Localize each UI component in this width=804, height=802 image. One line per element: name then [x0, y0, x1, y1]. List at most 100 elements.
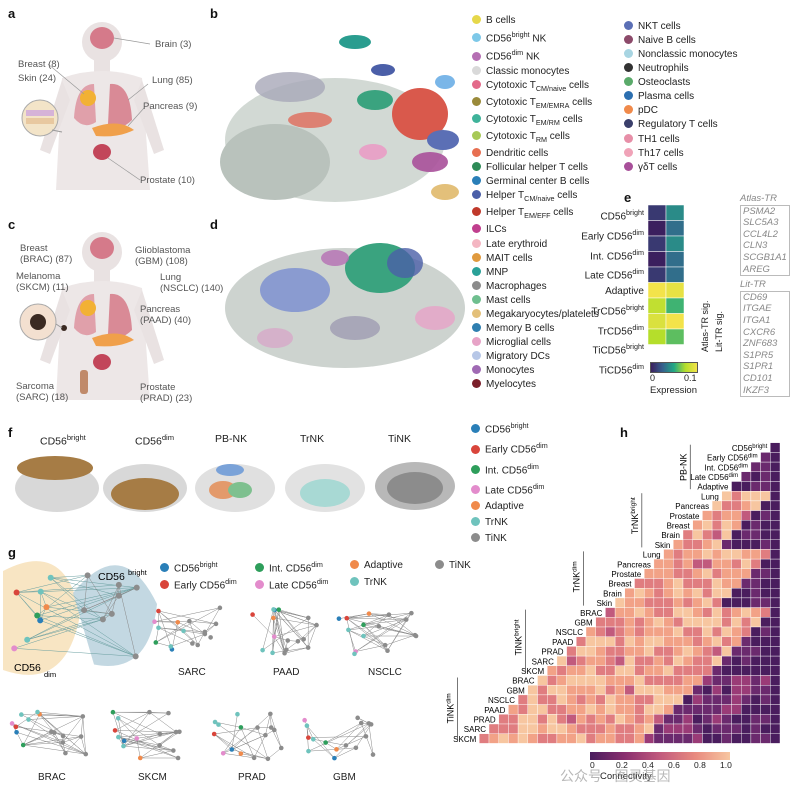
connectivity-cell	[731, 723, 742, 734]
connectivity-cell	[576, 665, 587, 676]
connectivity-cell	[702, 549, 713, 560]
legend-dot	[624, 77, 633, 87]
network-node	[270, 650, 275, 656]
connectivity-cell	[721, 549, 732, 560]
connectivity-cell	[673, 617, 684, 628]
connectivity-cell	[663, 636, 674, 647]
connectivity-cell	[702, 626, 713, 637]
connectivity-cell	[682, 685, 693, 696]
legend-dot	[471, 517, 480, 527]
connectivity-cell	[750, 461, 761, 472]
connectivity-cell	[595, 714, 606, 725]
connectivity-cell	[643, 626, 655, 637]
connectivity-cell	[770, 704, 781, 715]
connectivity-cell	[663, 694, 674, 705]
connectivity-cell	[721, 626, 732, 637]
connectivity-cell	[663, 714, 674, 725]
connectivity-cell	[508, 704, 519, 715]
connectivity-cell	[760, 646, 771, 657]
connectivity-cell	[770, 520, 781, 531]
network-node	[306, 735, 311, 740]
connectivity-cell	[595, 665, 606, 676]
legend-item: Late CD56dim	[255, 577, 328, 591]
tissue-pancreas: Pancreas (9)	[143, 101, 198, 112]
connectivity-cell	[624, 723, 635, 734]
connectivity-cell	[605, 607, 616, 618]
legend-item: Int. CD56dim	[255, 560, 323, 574]
connectivity-cell	[537, 675, 548, 686]
connectivity-cell	[741, 490, 752, 502]
colorbar-tick: 0.6	[668, 760, 680, 770]
connectivity-cell	[643, 617, 655, 628]
connectivity-cell	[537, 733, 548, 744]
connectivity-cell	[721, 655, 732, 667]
connectivity-cell	[702, 597, 713, 608]
panel-e-col-lit: Lit-TR sig.	[714, 310, 724, 352]
connectivity-cell	[702, 578, 713, 589]
network-node	[78, 734, 84, 739]
connectivity-cell	[750, 520, 761, 531]
panel-e-row-label: CD56bright	[600, 208, 644, 223]
connectivity-cell	[750, 646, 761, 657]
connectivity-cell	[682, 704, 693, 715]
network-node	[133, 584, 140, 591]
connectivity-cell	[741, 626, 752, 637]
legend-item: Int. CD56dim	[471, 459, 548, 479]
legend-b-col1: B cells CD56bright NK CD56dim NK Classic mo…	[472, 14, 599, 392]
network-graph	[302, 715, 376, 761]
legend-item: Osteoclasts	[624, 76, 737, 90]
network-node	[211, 731, 217, 737]
legend-dot	[472, 148, 481, 158]
connectivity-cell	[673, 568, 684, 579]
heatmap-row-label: Breast	[608, 580, 632, 589]
connectivity-cell	[750, 617, 761, 628]
network-node	[63, 750, 68, 756]
connectivity-cell	[634, 597, 645, 608]
panel-f-umaps	[15, 456, 455, 512]
connectivity-cell	[692, 568, 703, 579]
connectivity-cell	[673, 694, 684, 705]
network-label: BRAC	[38, 772, 66, 783]
connectivity-cell	[692, 587, 703, 599]
legend-dot	[160, 563, 169, 573]
legend-dot	[471, 424, 480, 434]
connectivity-cell	[750, 481, 761, 492]
connectivity-cell	[682, 568, 693, 579]
network-node	[366, 611, 372, 616]
heatmap-row-label: Late CD56dim	[690, 473, 738, 482]
connectivity-cell	[741, 675, 752, 686]
connectivity-cell	[770, 626, 781, 637]
connectivity-cell	[643, 723, 655, 734]
connectivity-cell	[595, 733, 606, 744]
network-node	[217, 605, 223, 611]
panel-a-letter: a	[8, 6, 16, 21]
connectivity-cell	[750, 733, 761, 744]
atlas-gene: SLC5A3	[743, 217, 779, 229]
network-node	[60, 733, 66, 739]
legend-item: Microglial cells	[472, 336, 599, 350]
svg-text:dim: dim	[44, 670, 56, 679]
legend-dot	[471, 485, 480, 495]
connectivity-cell	[741, 568, 752, 579]
network-label: SKCM	[138, 772, 167, 783]
connectivity-cell	[770, 442, 781, 453]
network-node	[157, 731, 163, 737]
connectivity-cell	[643, 568, 655, 579]
connectivity-cell	[673, 723, 684, 734]
umap-cd56bright	[15, 456, 99, 512]
connectivity-cell	[585, 733, 596, 744]
connectivity-cell	[653, 685, 664, 696]
network-node	[13, 724, 19, 730]
connectivity-cell	[760, 636, 771, 647]
connectivity-cell	[760, 723, 771, 734]
connectivity-cell	[750, 626, 761, 637]
connectivity-cell	[479, 733, 490, 744]
legend-dot	[624, 147, 633, 157]
connectivity-cell	[653, 568, 664, 579]
connectivity-cell	[605, 685, 616, 696]
connectivity-cell	[692, 617, 703, 628]
legend-dot	[435, 560, 444, 569]
network-graph	[9, 709, 89, 757]
connectivity-cell	[711, 723, 723, 734]
connectivity-cell	[643, 646, 655, 657]
